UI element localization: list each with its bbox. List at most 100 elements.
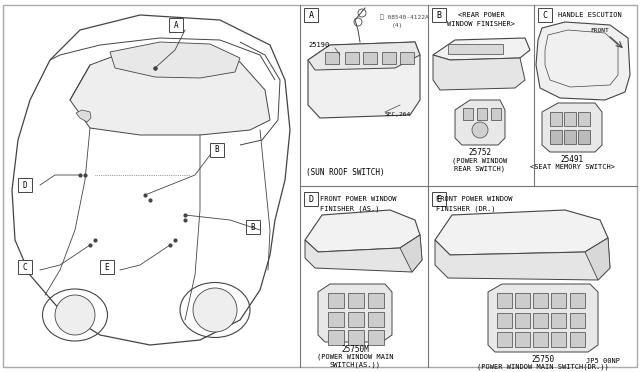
Bar <box>551 332 566 347</box>
Bar <box>578 130 590 144</box>
Text: SWITCH(AS.)): SWITCH(AS.)) <box>330 362 381 369</box>
Bar <box>551 293 566 308</box>
Text: C: C <box>22 263 28 272</box>
Circle shape <box>472 122 488 138</box>
Polygon shape <box>400 235 422 272</box>
Text: B: B <box>214 145 220 154</box>
Polygon shape <box>455 100 505 145</box>
Bar <box>570 332 585 347</box>
Polygon shape <box>110 42 240 78</box>
Bar <box>533 313 548 328</box>
Polygon shape <box>488 284 598 352</box>
Bar <box>550 130 562 144</box>
Text: A: A <box>308 10 314 19</box>
Bar <box>246 220 260 234</box>
Polygon shape <box>76 110 91 122</box>
Bar <box>304 8 318 22</box>
Text: FRONT POWER WINDOW: FRONT POWER WINDOW <box>320 196 397 202</box>
Text: (POWER WINDOW MAIN: (POWER WINDOW MAIN <box>317 354 393 360</box>
Text: <REAR POWER: <REAR POWER <box>458 12 504 18</box>
Polygon shape <box>435 210 608 255</box>
Bar <box>432 192 446 206</box>
Bar <box>564 112 576 126</box>
Bar <box>570 313 585 328</box>
Text: FINISHER (DR.): FINISHER (DR.) <box>436 205 495 212</box>
Circle shape <box>55 295 95 335</box>
Text: A: A <box>173 20 179 29</box>
Text: E: E <box>436 195 442 203</box>
Text: B: B <box>436 10 442 19</box>
Text: <SEAT MEMORY SWITCH>: <SEAT MEMORY SWITCH> <box>529 164 614 170</box>
Bar <box>515 313 530 328</box>
Text: 25752: 25752 <box>468 148 492 157</box>
Text: FRONT POWER WINDOW: FRONT POWER WINDOW <box>436 196 513 202</box>
Polygon shape <box>318 284 392 342</box>
Bar <box>328 312 344 327</box>
Text: HANDLE ESCUTION: HANDLE ESCUTION <box>558 12 622 18</box>
Bar <box>533 293 548 308</box>
Bar <box>348 293 364 308</box>
Bar <box>564 130 576 144</box>
Bar <box>477 108 487 120</box>
Text: JP5 00NP: JP5 00NP <box>586 358 620 364</box>
Bar <box>550 112 562 126</box>
Text: 25750: 25750 <box>531 355 555 364</box>
Text: 25190: 25190 <box>308 42 329 48</box>
Polygon shape <box>433 55 525 90</box>
Polygon shape <box>305 235 422 272</box>
Bar <box>18 260 32 274</box>
Bar <box>578 112 590 126</box>
Text: C: C <box>543 10 547 19</box>
Bar <box>570 293 585 308</box>
Bar <box>382 52 396 64</box>
Polygon shape <box>305 210 420 252</box>
Polygon shape <box>542 103 602 152</box>
Text: D: D <box>308 195 314 203</box>
Bar <box>400 52 414 64</box>
Text: (POWER WINDOW: (POWER WINDOW <box>452 157 508 164</box>
Bar <box>348 312 364 327</box>
Text: Ⓢ 08540-4122A: Ⓢ 08540-4122A <box>380 14 429 20</box>
Circle shape <box>358 9 366 17</box>
Bar <box>348 330 364 345</box>
Bar <box>491 108 501 120</box>
Bar <box>169 18 183 32</box>
Bar <box>18 178 32 192</box>
Polygon shape <box>433 38 530 60</box>
Bar <box>497 293 512 308</box>
Text: WINDOW FINISHER>: WINDOW FINISHER> <box>447 21 515 27</box>
Text: (SUN ROOF SWITCH): (SUN ROOF SWITCH) <box>306 168 384 177</box>
Polygon shape <box>536 22 630 100</box>
Text: (POWER WINDOW MAIN SWITCH(DR.)): (POWER WINDOW MAIN SWITCH(DR.)) <box>477 364 609 371</box>
Text: 25491: 25491 <box>561 155 584 164</box>
Text: FRONT: FRONT <box>590 28 609 33</box>
Bar <box>463 108 473 120</box>
Bar <box>538 8 552 22</box>
Bar <box>515 293 530 308</box>
Bar <box>515 332 530 347</box>
Polygon shape <box>585 238 610 280</box>
Bar <box>325 52 339 64</box>
Bar <box>551 313 566 328</box>
Bar <box>432 8 446 22</box>
Bar <box>345 52 359 64</box>
Bar <box>328 330 344 345</box>
Polygon shape <box>308 42 420 70</box>
Text: D: D <box>22 180 28 189</box>
Text: 25750M: 25750M <box>341 345 369 354</box>
Text: E: E <box>105 263 109 272</box>
Bar <box>304 192 318 206</box>
Circle shape <box>193 288 237 332</box>
Polygon shape <box>308 42 420 118</box>
Bar <box>497 332 512 347</box>
Text: REAR SWITCH): REAR SWITCH) <box>454 165 506 171</box>
Bar <box>368 312 384 327</box>
Bar <box>497 313 512 328</box>
Bar <box>533 332 548 347</box>
Bar <box>210 143 224 157</box>
Text: B: B <box>251 222 255 231</box>
Text: SEC,264: SEC,264 <box>385 112 412 117</box>
Bar <box>368 293 384 308</box>
Bar <box>363 52 377 64</box>
Bar <box>368 330 384 345</box>
